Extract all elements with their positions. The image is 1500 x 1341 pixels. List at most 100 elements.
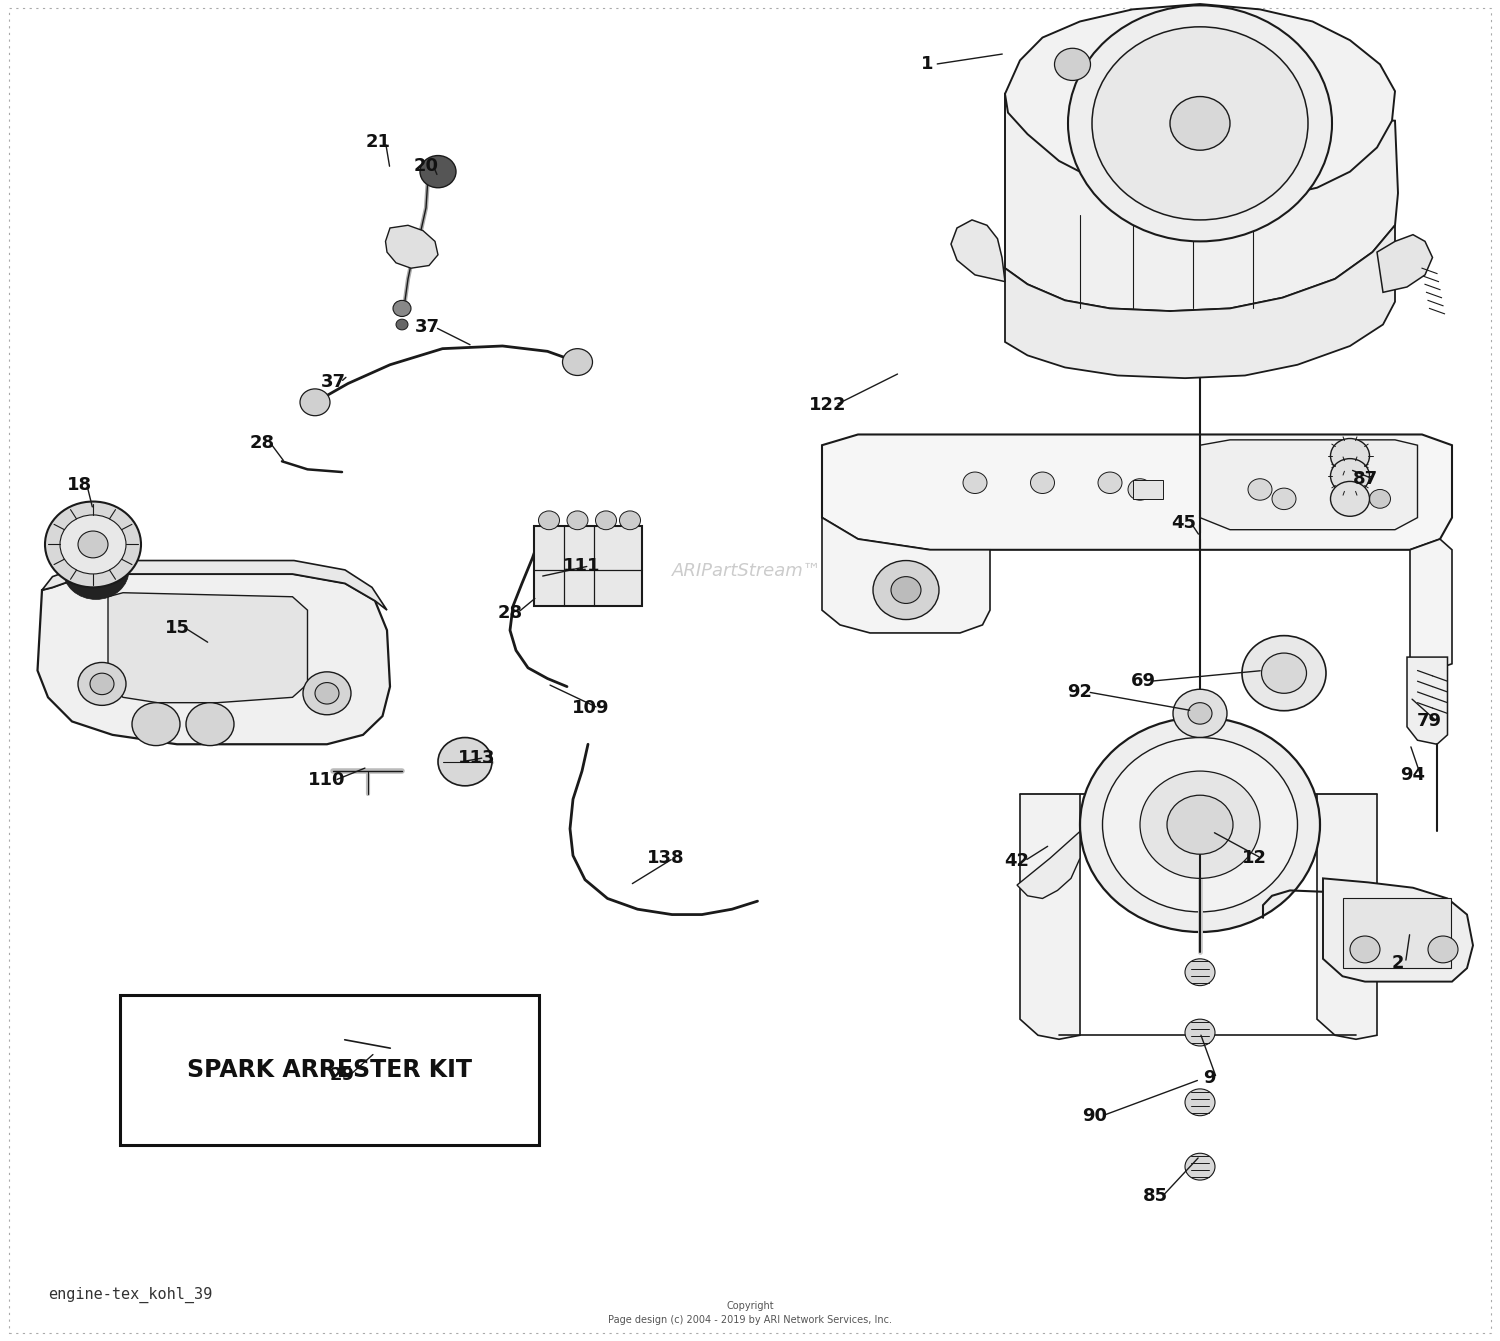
Circle shape bbox=[1428, 936, 1458, 963]
Text: 9: 9 bbox=[1203, 1069, 1215, 1088]
Polygon shape bbox=[951, 220, 1005, 282]
Text: SPARK ARRESTER KIT: SPARK ARRESTER KIT bbox=[188, 1058, 471, 1082]
Circle shape bbox=[963, 472, 987, 493]
Text: 21: 21 bbox=[366, 133, 390, 152]
Text: 28: 28 bbox=[251, 433, 274, 452]
Polygon shape bbox=[42, 561, 387, 610]
Circle shape bbox=[1185, 1089, 1215, 1116]
Text: 122: 122 bbox=[810, 396, 846, 414]
Text: 45: 45 bbox=[1172, 514, 1196, 532]
Circle shape bbox=[63, 540, 129, 599]
Polygon shape bbox=[822, 434, 1452, 550]
Circle shape bbox=[1173, 689, 1227, 738]
Circle shape bbox=[1080, 717, 1320, 932]
Polygon shape bbox=[38, 574, 390, 744]
Circle shape bbox=[186, 703, 234, 746]
Circle shape bbox=[1350, 936, 1380, 963]
Circle shape bbox=[1185, 959, 1215, 986]
Polygon shape bbox=[386, 225, 438, 268]
Circle shape bbox=[1098, 472, 1122, 493]
Bar bbox=[534, 526, 642, 606]
Text: 37: 37 bbox=[321, 373, 345, 392]
Text: 111: 111 bbox=[564, 557, 600, 575]
Polygon shape bbox=[1377, 235, 1432, 292]
Text: 79: 79 bbox=[1418, 712, 1442, 731]
FancyBboxPatch shape bbox=[120, 995, 538, 1145]
Text: 37: 37 bbox=[416, 318, 440, 337]
Polygon shape bbox=[108, 593, 308, 703]
Text: ARIPartStream™: ARIPartStream™ bbox=[672, 562, 822, 581]
Circle shape bbox=[567, 511, 588, 530]
Circle shape bbox=[1242, 636, 1326, 711]
Text: 42: 42 bbox=[1005, 852, 1029, 870]
Bar bbox=[1342, 898, 1450, 968]
Circle shape bbox=[1188, 703, 1212, 724]
Text: 69: 69 bbox=[1131, 672, 1155, 691]
Polygon shape bbox=[1017, 831, 1080, 898]
Text: 85: 85 bbox=[1143, 1187, 1167, 1206]
Circle shape bbox=[1330, 459, 1370, 493]
Text: 18: 18 bbox=[68, 476, 92, 495]
Circle shape bbox=[1170, 97, 1230, 150]
Circle shape bbox=[1102, 738, 1298, 912]
Circle shape bbox=[538, 511, 560, 530]
Text: 1: 1 bbox=[921, 55, 933, 74]
Text: engine-tex_kohl_39: engine-tex_kohl_39 bbox=[48, 1287, 213, 1303]
Polygon shape bbox=[1005, 4, 1395, 201]
Circle shape bbox=[620, 511, 640, 530]
Circle shape bbox=[1140, 771, 1260, 878]
Circle shape bbox=[78, 662, 126, 705]
Circle shape bbox=[562, 349, 592, 375]
Text: 113: 113 bbox=[459, 748, 495, 767]
Circle shape bbox=[300, 389, 330, 416]
Polygon shape bbox=[1020, 794, 1080, 1039]
Circle shape bbox=[396, 319, 408, 330]
Circle shape bbox=[1128, 479, 1152, 500]
Circle shape bbox=[1092, 27, 1308, 220]
Circle shape bbox=[1185, 1019, 1215, 1046]
Circle shape bbox=[1262, 653, 1306, 693]
Text: Copyright: Copyright bbox=[726, 1302, 774, 1311]
Text: 12: 12 bbox=[1242, 849, 1266, 868]
Circle shape bbox=[78, 531, 108, 558]
Circle shape bbox=[132, 703, 180, 746]
Polygon shape bbox=[1407, 657, 1448, 744]
Circle shape bbox=[1248, 479, 1272, 500]
Polygon shape bbox=[1323, 878, 1473, 982]
Circle shape bbox=[1030, 472, 1054, 493]
Circle shape bbox=[420, 156, 456, 188]
Circle shape bbox=[596, 511, 616, 530]
Text: 15: 15 bbox=[165, 618, 189, 637]
Circle shape bbox=[90, 673, 114, 695]
Text: 138: 138 bbox=[646, 849, 686, 868]
Text: 92: 92 bbox=[1068, 683, 1092, 701]
Text: 20: 20 bbox=[414, 157, 438, 176]
Polygon shape bbox=[822, 518, 990, 633]
Circle shape bbox=[1272, 488, 1296, 510]
Text: 94: 94 bbox=[1401, 766, 1425, 784]
Text: 90: 90 bbox=[1083, 1106, 1107, 1125]
Circle shape bbox=[1330, 439, 1370, 473]
Polygon shape bbox=[1317, 794, 1377, 1039]
Circle shape bbox=[315, 683, 339, 704]
Text: 87: 87 bbox=[1353, 469, 1377, 488]
Polygon shape bbox=[1005, 94, 1398, 311]
Polygon shape bbox=[1410, 539, 1452, 670]
Circle shape bbox=[60, 515, 126, 574]
Text: 28: 28 bbox=[498, 603, 522, 622]
Circle shape bbox=[891, 577, 921, 603]
Circle shape bbox=[1054, 48, 1090, 80]
Polygon shape bbox=[1200, 440, 1417, 530]
Circle shape bbox=[1167, 795, 1233, 854]
Text: 109: 109 bbox=[573, 699, 609, 717]
Circle shape bbox=[303, 672, 351, 715]
Circle shape bbox=[393, 300, 411, 316]
Circle shape bbox=[438, 738, 492, 786]
Polygon shape bbox=[1005, 225, 1395, 378]
Circle shape bbox=[1336, 481, 1358, 500]
Text: 29: 29 bbox=[330, 1066, 354, 1085]
Circle shape bbox=[1330, 481, 1370, 516]
Circle shape bbox=[1185, 1153, 1215, 1180]
Circle shape bbox=[873, 561, 939, 620]
Text: 2: 2 bbox=[1392, 953, 1404, 972]
